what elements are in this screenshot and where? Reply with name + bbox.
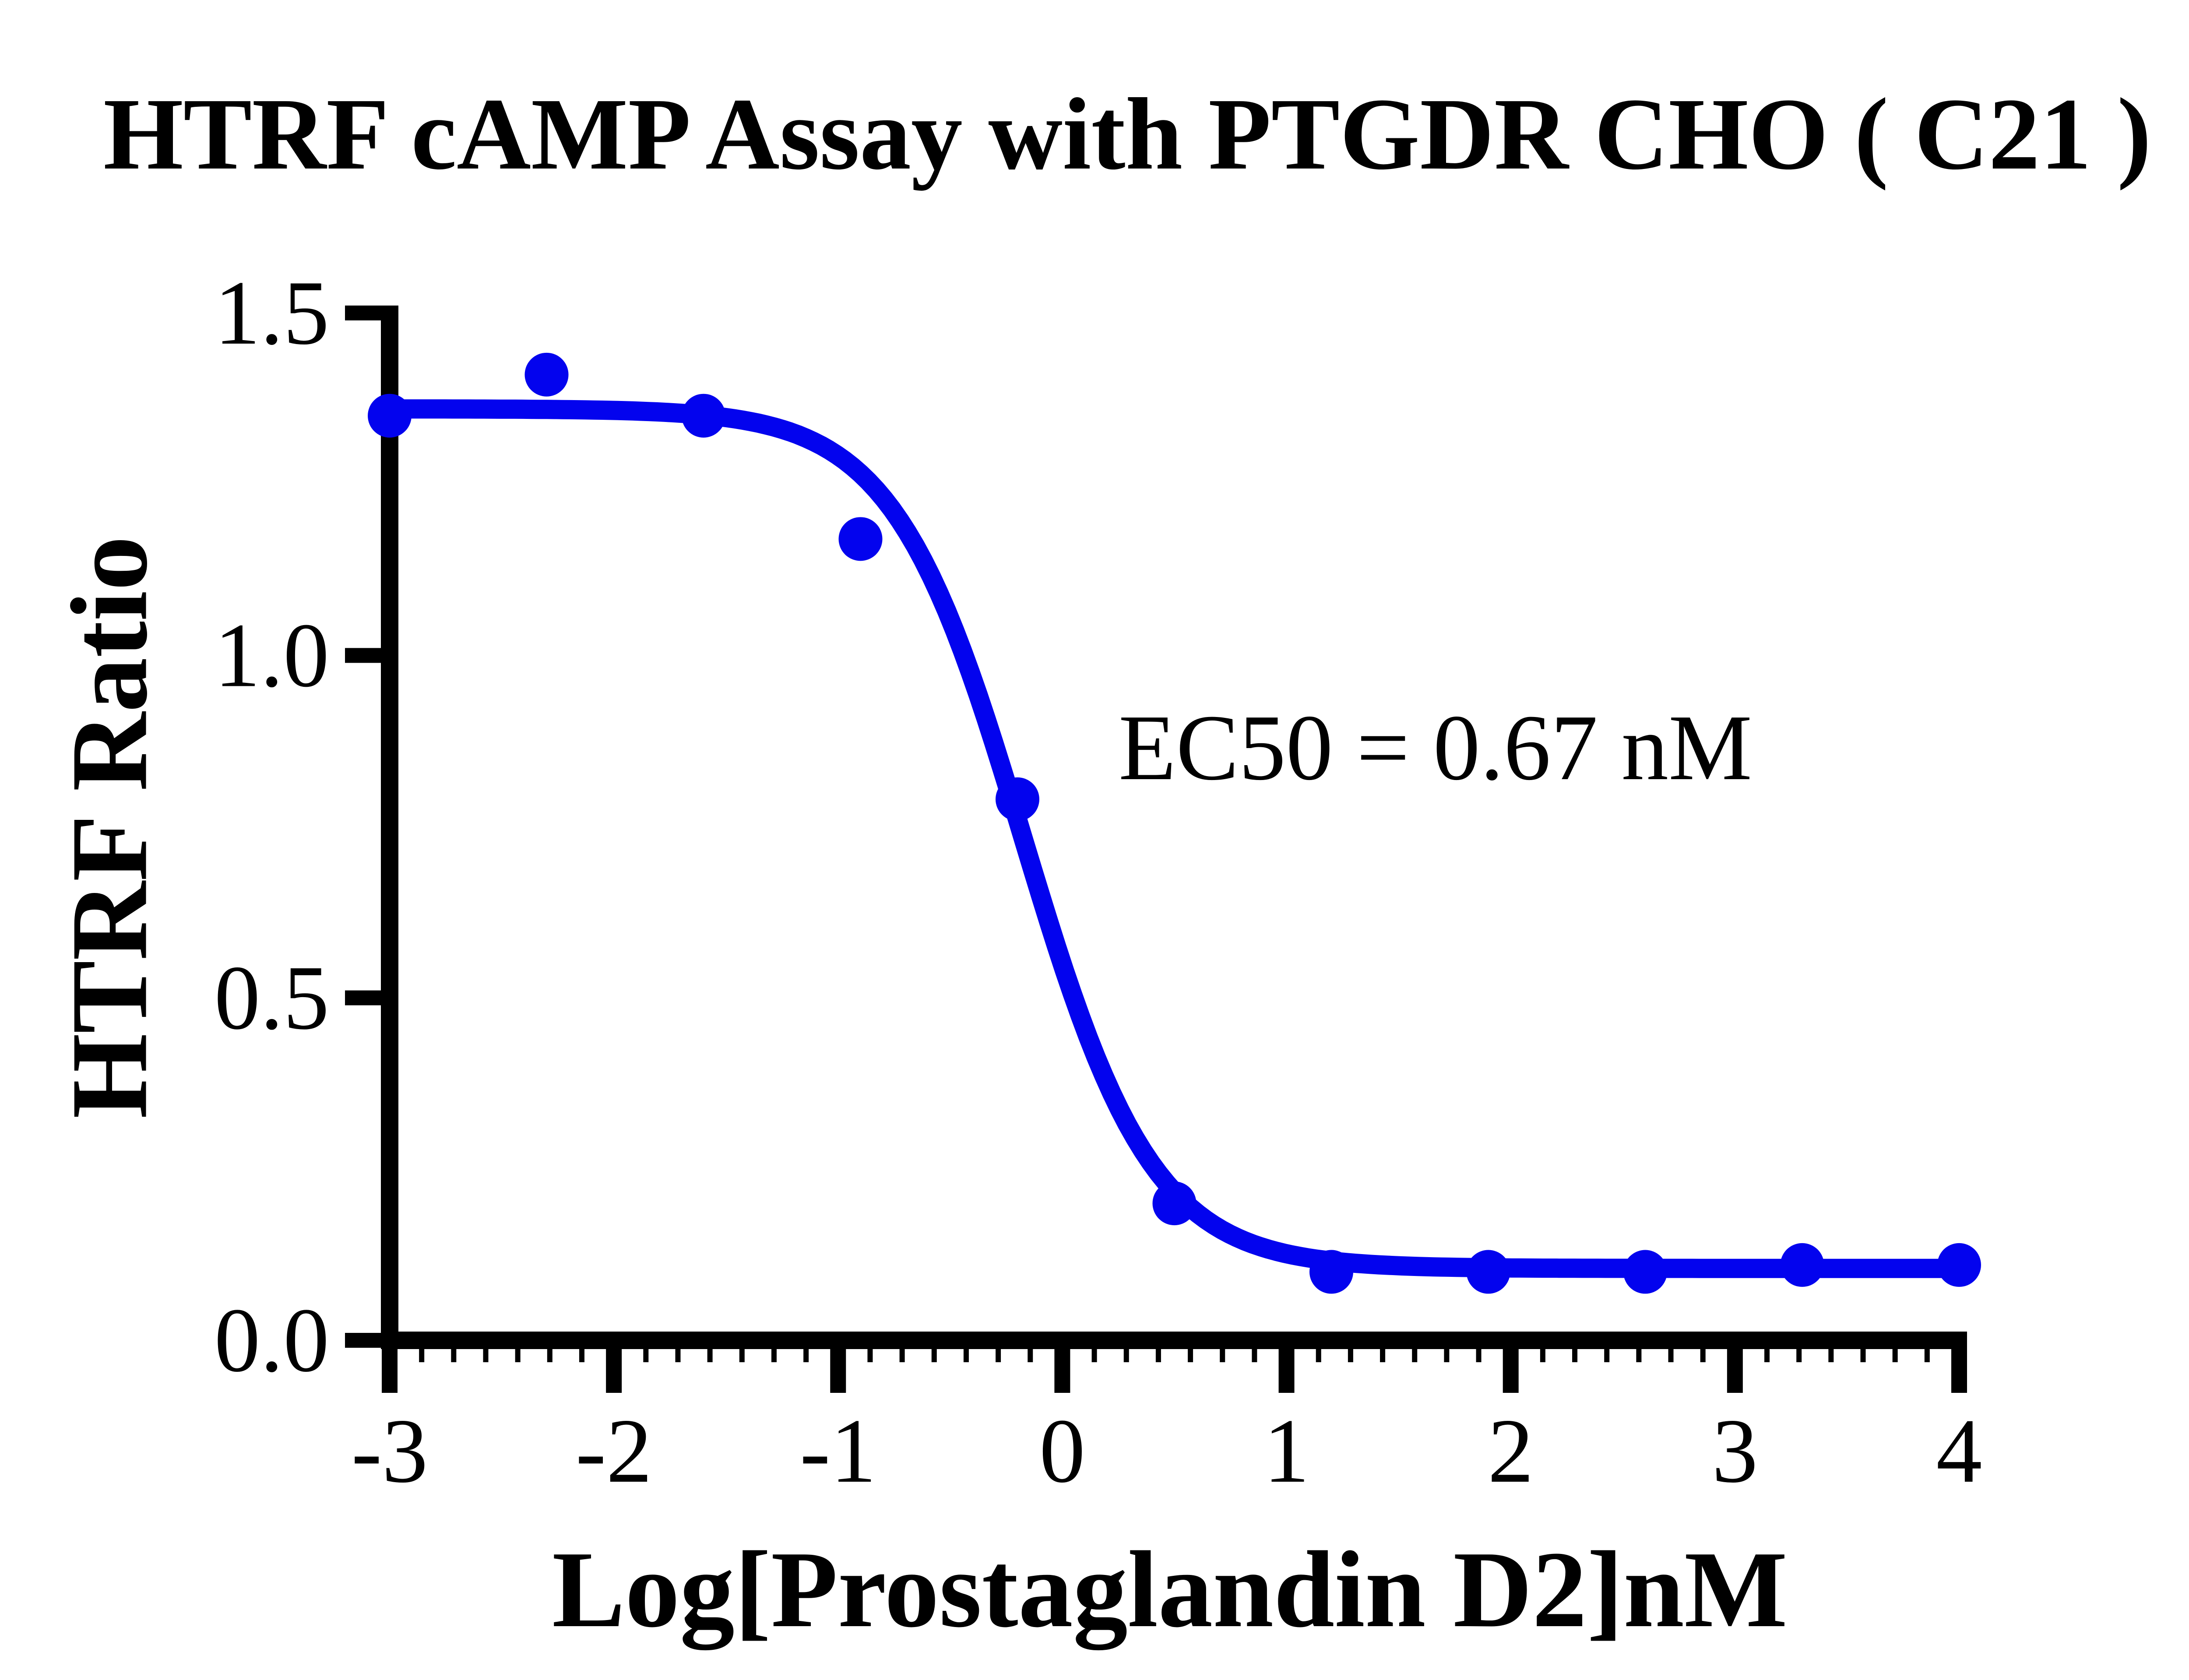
- data-point-marker: [1466, 1250, 1510, 1294]
- x-axis-title: Log[Prostaglandin D2]nM: [552, 1529, 1788, 1650]
- x-tick-label: -2: [576, 1400, 652, 1502]
- x-tick-label: -3: [352, 1400, 428, 1502]
- y-tick-label: 0.0: [215, 1290, 330, 1391]
- data-point-marker: [996, 777, 1039, 821]
- data-point-marker: [1780, 1243, 1824, 1287]
- x-tick-label: 1: [1263, 1400, 1309, 1502]
- y-axis-title: HTRF Ratio: [49, 536, 170, 1119]
- chart-title: HTRF cAMP Assay with PTGDR CHO ( C21 ): [103, 77, 2151, 191]
- data-point-marker: [368, 394, 412, 438]
- y-tick-label: 1.0: [215, 605, 330, 706]
- x-tick-label: 4: [1936, 1400, 1982, 1502]
- x-tick-label: 0: [1039, 1400, 1085, 1502]
- ec50-annotation: EC50 = 0.67 nM: [1119, 695, 1752, 800]
- fit-curve: [380, 399, 1969, 1278]
- data-point-marker: [682, 394, 725, 438]
- x-tick-label: 2: [1488, 1400, 1534, 1502]
- data-point-marker: [1623, 1250, 1667, 1294]
- x-tick-label: 3: [1712, 1400, 1758, 1502]
- data-point-marker: [838, 517, 883, 561]
- y-tick-label: 1.5: [215, 262, 330, 364]
- data-point-marker: [1152, 1181, 1197, 1226]
- data-point-marker: [524, 352, 569, 397]
- data-point-marker: [1309, 1250, 1353, 1294]
- axes: -3 -2 -1 0 1 2 3 4 0.0 0.5 1.0 1.5: [215, 262, 1982, 1502]
- y-tick-label: 0.5: [215, 947, 330, 1049]
- x-tick-label: -1: [800, 1400, 876, 1502]
- data-point-marker: [1937, 1243, 1981, 1287]
- data-points: [368, 352, 1981, 1294]
